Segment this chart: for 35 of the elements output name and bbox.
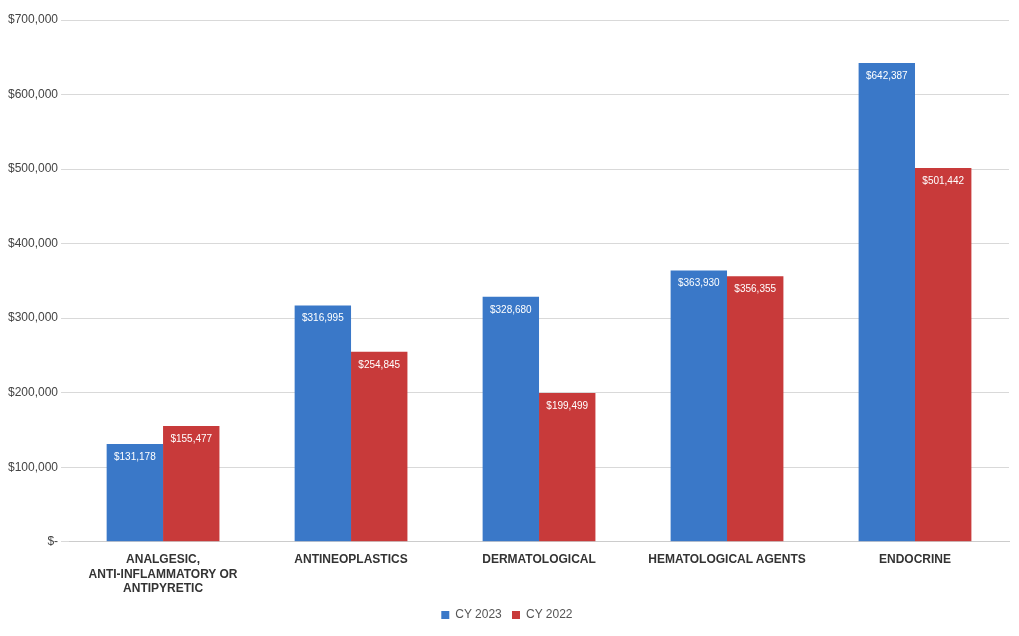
bar: [915, 168, 972, 542]
y-tick-label: $300,000: [7, 310, 59, 325]
bar: [106, 444, 164, 542]
bar: [163, 425, 220, 542]
data-label: $199,499: [546, 399, 589, 411]
y-tick-label: $400,000: [7, 235, 59, 250]
data-label: $254,845: [358, 358, 401, 370]
y-tick-label: $500,000: [7, 161, 59, 176]
data-label: $642,387: [865, 69, 909, 81]
bar: [670, 270, 728, 542]
x-tick-label: DERMATOLOGICAL: [482, 552, 596, 567]
x-tick-label: ENDOCRINE: [879, 552, 952, 567]
bar: [858, 62, 916, 542]
data-label: $316,995: [301, 312, 345, 324]
y-tick-label: $100,000: [7, 459, 59, 474]
data-label: $501,442: [922, 174, 965, 186]
data-label: $131,178: [113, 450, 157, 462]
data-label: $356,355: [734, 282, 777, 294]
bar: [351, 351, 408, 542]
bar: [294, 305, 352, 542]
y-tick-label: $-: [47, 534, 59, 549]
y-tick-label: $700,000: [7, 12, 59, 27]
x-tick-label: ANALGESIC, ANTI-INFLAMMATORY OR ANTIPYRETIC: [88, 552, 238, 596]
y-tick-label: $200,000: [7, 385, 59, 400]
bar: [539, 393, 596, 542]
bar: [482, 296, 540, 542]
bar: [727, 276, 784, 542]
x-tick-label: ANTINEOPLASTICS: [294, 552, 408, 567]
data-label: $328,680: [489, 303, 533, 315]
y-tick-label: $600,000: [7, 86, 59, 101]
data-label: $155,477: [170, 432, 213, 444]
data-label: $363,930: [677, 277, 721, 289]
x-tick-label: HEMATOLOGICAL AGENTS: [648, 552, 806, 567]
legend-label: CY 2023: [455, 607, 503, 622]
legend-label: CY 2022: [526, 607, 573, 622]
